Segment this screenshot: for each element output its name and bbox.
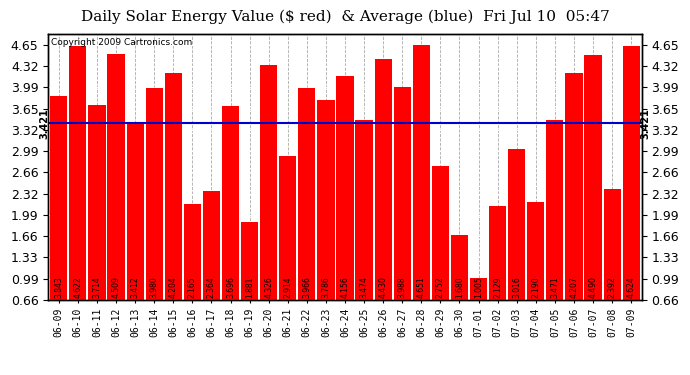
Bar	[565, 73, 582, 342]
Bar	[50, 96, 68, 342]
Text: 4.490: 4.490	[589, 276, 598, 298]
Bar	[584, 55, 602, 342]
Bar	[69, 46, 86, 342]
Text: 4.651: 4.651	[417, 276, 426, 298]
Bar	[317, 100, 335, 342]
Text: 4.207: 4.207	[569, 276, 578, 298]
Bar	[489, 206, 506, 342]
Text: 4.624: 4.624	[627, 276, 635, 298]
Text: 3.966: 3.966	[302, 276, 311, 298]
Text: 2.165: 2.165	[188, 276, 197, 298]
Text: 4.509: 4.509	[112, 276, 121, 298]
Text: 4.622: 4.622	[73, 276, 82, 298]
Bar	[222, 106, 239, 342]
Bar	[88, 105, 106, 342]
Bar	[203, 191, 220, 342]
Text: 3.980: 3.980	[150, 276, 159, 298]
Bar	[146, 87, 163, 342]
Bar	[126, 124, 144, 342]
Text: 2.914: 2.914	[284, 276, 293, 298]
Bar	[470, 278, 487, 342]
Bar	[260, 65, 277, 342]
Text: 3.988: 3.988	[397, 276, 406, 298]
Text: 1.881: 1.881	[245, 277, 254, 298]
Bar	[508, 149, 525, 342]
Bar	[355, 120, 373, 342]
Bar	[451, 235, 468, 342]
Text: 3.786: 3.786	[322, 276, 331, 298]
Text: 1.680: 1.680	[455, 276, 464, 298]
Text: 3.471: 3.471	[551, 276, 560, 298]
Text: 4.326: 4.326	[264, 276, 273, 298]
Text: 3.696: 3.696	[226, 276, 235, 298]
Bar	[298, 88, 315, 342]
Bar	[604, 189, 621, 342]
Text: 3.421: 3.421	[39, 108, 49, 139]
Text: 3.016: 3.016	[512, 276, 521, 298]
Bar	[108, 54, 125, 342]
Bar	[432, 166, 449, 342]
Text: 3.421: 3.421	[641, 108, 651, 139]
Bar	[527, 202, 544, 342]
Bar	[375, 59, 392, 342]
Bar	[241, 222, 258, 342]
Text: 2.129: 2.129	[493, 277, 502, 298]
Bar	[184, 204, 201, 342]
Text: 4.430: 4.430	[379, 276, 388, 298]
Text: 2.364: 2.364	[207, 276, 216, 298]
Text: 3.843: 3.843	[55, 276, 63, 298]
Text: 1.005: 1.005	[474, 276, 483, 298]
Bar	[622, 46, 640, 342]
Bar	[394, 87, 411, 342]
Text: Daily Solar Energy Value ($ red)  & Average (blue)  Fri Jul 10  05:47: Daily Solar Energy Value ($ red) & Avera…	[81, 9, 609, 24]
Text: Copyright 2009 Cartronics.com: Copyright 2009 Cartronics.com	[51, 38, 193, 47]
Bar	[279, 156, 296, 342]
Text: 4.156: 4.156	[340, 276, 350, 298]
Bar	[165, 73, 182, 342]
Bar	[413, 45, 430, 342]
Bar	[546, 120, 564, 342]
Text: 2.190: 2.190	[531, 276, 540, 298]
Text: 3.412: 3.412	[130, 276, 139, 298]
Text: 3.474: 3.474	[359, 276, 368, 298]
Bar	[337, 76, 353, 342]
Text: 2.392: 2.392	[608, 276, 617, 298]
Text: 2.752: 2.752	[436, 276, 445, 298]
Text: 4.204: 4.204	[169, 276, 178, 298]
Text: 3.714: 3.714	[92, 276, 101, 298]
